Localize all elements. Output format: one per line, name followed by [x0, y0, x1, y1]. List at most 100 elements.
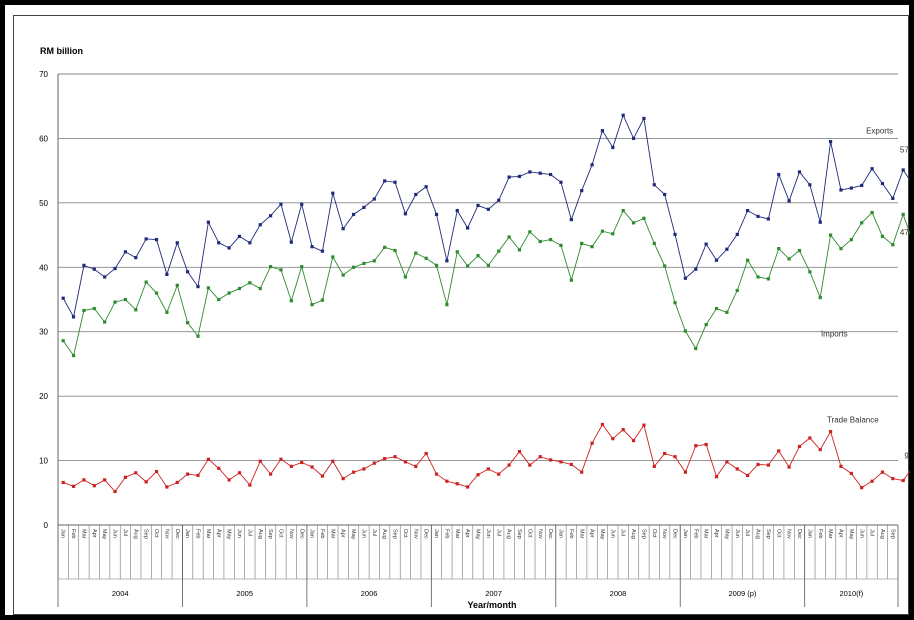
data-point: [351, 265, 356, 269]
data-point: [777, 172, 781, 177]
data-point: [828, 233, 833, 237]
data-point: [839, 188, 843, 192]
data-point: [486, 263, 490, 267]
data-point: [538, 239, 542, 244]
data-point: [186, 472, 190, 476]
data-point: [434, 263, 439, 267]
data-point: [559, 460, 563, 464]
data-point: [445, 259, 449, 263]
data-point: [611, 145, 615, 150]
data-point: [797, 248, 802, 253]
data-point: [652, 241, 656, 246]
data-point: [268, 472, 273, 476]
data-point: [611, 232, 615, 236]
month-label: Mar: [703, 529, 709, 539]
month-label: Jul: [744, 529, 750, 536]
data-point: [580, 189, 584, 193]
data-point: [839, 247, 843, 251]
data-point: [165, 310, 169, 314]
month-label: Jul: [869, 529, 875, 536]
data-point: [694, 267, 698, 271]
month-label: Sep: [516, 529, 522, 539]
data-point: [248, 483, 252, 487]
month-label: Dec: [796, 529, 802, 539]
data-point: [642, 423, 646, 427]
month-label: Mar: [329, 529, 335, 539]
data-point: [631, 136, 636, 141]
month-label: Jul: [371, 529, 377, 536]
month-label: Feb: [319, 529, 325, 538]
data-point: [237, 234, 242, 238]
month-label: Mar: [578, 529, 584, 539]
data-point: [331, 255, 335, 259]
data-point: [507, 175, 511, 179]
month-label: Sep: [889, 529, 895, 539]
data-point: [600, 129, 605, 133]
month-label: Oct: [278, 529, 284, 538]
month-label: Jan: [184, 529, 190, 538]
data-point: [642, 116, 646, 121]
data-point: [258, 286, 262, 291]
y-tick-label: 30: [39, 328, 48, 337]
data-point: [870, 210, 874, 215]
series-label: Trade Balance: [827, 415, 879, 424]
data-point: [372, 461, 376, 465]
data-point: [175, 480, 179, 485]
data-point: [548, 237, 553, 242]
data-point: [227, 478, 231, 482]
data-point: [372, 197, 376, 201]
month-label: Jan: [682, 529, 688, 538]
data-point: [476, 203, 480, 208]
data-point: [351, 212, 356, 217]
data-point: [777, 247, 781, 251]
data-point: [880, 470, 885, 474]
data-point: [548, 172, 553, 177]
data-point: [476, 473, 480, 477]
data-point: [279, 268, 283, 272]
month-label: Jun: [609, 529, 615, 538]
y-tick-label: 0: [44, 521, 49, 530]
data-point: [714, 475, 719, 479]
data-point: [268, 214, 273, 218]
data-point: [559, 243, 563, 247]
data-point: [663, 264, 667, 268]
data-point: [486, 467, 490, 471]
data-point: [497, 249, 501, 253]
data-point: [818, 448, 822, 452]
month-label: May: [226, 529, 232, 540]
series-trade-balance: Trade Balance 9.69: [61, 415, 910, 494]
month-label: Aug: [879, 529, 885, 539]
data-point: [818, 220, 822, 224]
data-point: [310, 303, 314, 307]
month-label: Sep: [267, 529, 273, 539]
data-point: [414, 192, 418, 197]
data-point: [362, 205, 366, 209]
month-label: Oct: [651, 529, 657, 538]
month-label: Feb: [692, 529, 698, 538]
end-value-label: 9.69: [904, 452, 910, 461]
data-point: [725, 247, 729, 251]
data-point: [144, 480, 148, 484]
month-label: Oct: [402, 529, 408, 538]
data-point: [631, 438, 636, 443]
month-label: Feb: [443, 529, 449, 538]
month-label: Apr: [91, 529, 97, 538]
month-label: Dec: [298, 529, 304, 539]
year-label: 2009 (p): [728, 589, 756, 598]
data-point: [528, 463, 532, 467]
data-point: [227, 291, 231, 295]
data-point: [621, 208, 625, 213]
data-point: [92, 267, 96, 271]
data-point: [300, 460, 304, 465]
series-exports: Exports 57.16: [61, 113, 910, 319]
data-point: [144, 237, 148, 241]
data-point: [186, 321, 190, 325]
month-label: Nov: [661, 529, 667, 539]
data-point: [248, 241, 252, 245]
data-point: [237, 471, 242, 475]
month-label: Aug: [630, 529, 636, 539]
y-tick-label: 70: [39, 70, 48, 79]
chart-area: 0 10 20 30 40 50 60 70 Jan Feb Mar Apr May Jun Jul Aug…: [13, 15, 910, 615]
month-label: Jun: [360, 529, 366, 538]
data-point: [403, 212, 408, 216]
